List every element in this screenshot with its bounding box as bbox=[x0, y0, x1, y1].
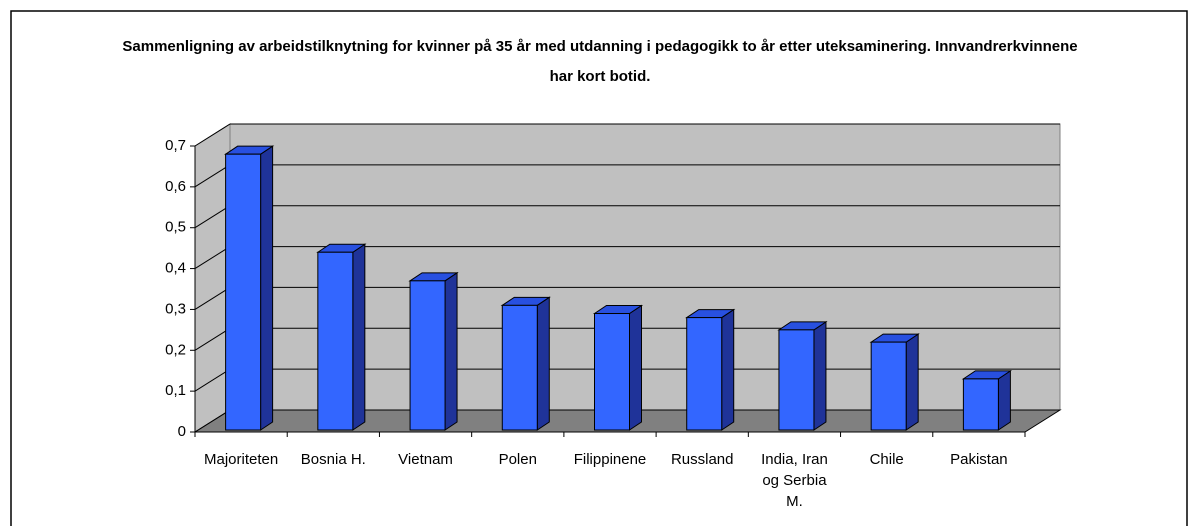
y-tick-label: 0,3 bbox=[165, 300, 186, 317]
bar bbox=[501, 304, 538, 431]
x-tick-label: Russland bbox=[670, 451, 734, 468]
y-tick-label: 0,2 bbox=[165, 341, 186, 358]
bar-side bbox=[260, 145, 274, 431]
grid-line bbox=[194, 164, 231, 188]
y-tick-label: 0 bbox=[178, 423, 186, 440]
bar bbox=[778, 329, 815, 431]
bar bbox=[594, 313, 630, 431]
side-wall bbox=[194, 123, 231, 433]
x-tick-label: India, Iran og Serbia M. bbox=[761, 451, 828, 510]
bar-side bbox=[629, 304, 642, 431]
x-tick-label: Chile bbox=[869, 451, 904, 468]
bar-side bbox=[813, 320, 827, 431]
grid-line bbox=[194, 123, 231, 147]
bar-side bbox=[905, 333, 919, 431]
x-tick-label: Filippinene bbox=[573, 451, 647, 468]
y-tick-label: 0,4 bbox=[165, 260, 186, 277]
grid-line bbox=[194, 205, 231, 229]
y-tick-label: 0,6 bbox=[165, 178, 186, 195]
bar-side bbox=[352, 243, 366, 431]
bar-side bbox=[536, 296, 550, 431]
x-tick-label: Vietnam bbox=[398, 451, 453, 468]
bar-side bbox=[997, 369, 1011, 431]
x-tick-label: Bosnia H. bbox=[300, 451, 366, 468]
chart-title: Sammenligning av arbeidstilknytning for … bbox=[122, 38, 1078, 85]
bar bbox=[870, 341, 907, 431]
bar bbox=[317, 251, 354, 431]
bar bbox=[409, 280, 446, 431]
bar bbox=[962, 378, 999, 431]
chart-border bbox=[10, 10, 1188, 526]
y-tick-label: 0,7 bbox=[165, 137, 186, 154]
grid-line bbox=[194, 327, 231, 351]
bar-side bbox=[721, 308, 735, 431]
x-tick-label: Polen bbox=[498, 451, 537, 468]
grid-line bbox=[194, 368, 231, 392]
grid-line bbox=[194, 287, 231, 310]
bar bbox=[225, 153, 262, 431]
grid-line bbox=[194, 409, 231, 433]
bar-side bbox=[444, 271, 458, 431]
y-tick-label: 0,1 bbox=[165, 382, 186, 399]
x-tick-label: Majoriteten bbox=[204, 451, 279, 468]
grid-line bbox=[194, 246, 231, 269]
x-tick-label: Pakistan bbox=[950, 451, 1008, 468]
y-tick-label: 0,5 bbox=[165, 219, 186, 236]
bar bbox=[686, 317, 723, 431]
